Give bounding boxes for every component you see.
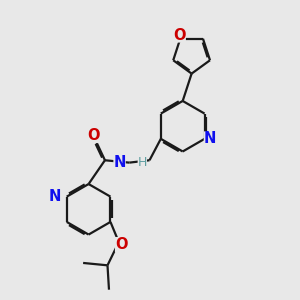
Text: N: N — [113, 155, 126, 170]
Text: N: N — [49, 189, 61, 204]
Text: O: O — [87, 128, 99, 143]
Text: O: O — [173, 28, 186, 43]
Text: N: N — [204, 131, 216, 146]
Text: H: H — [138, 156, 147, 169]
Text: O: O — [115, 237, 128, 252]
